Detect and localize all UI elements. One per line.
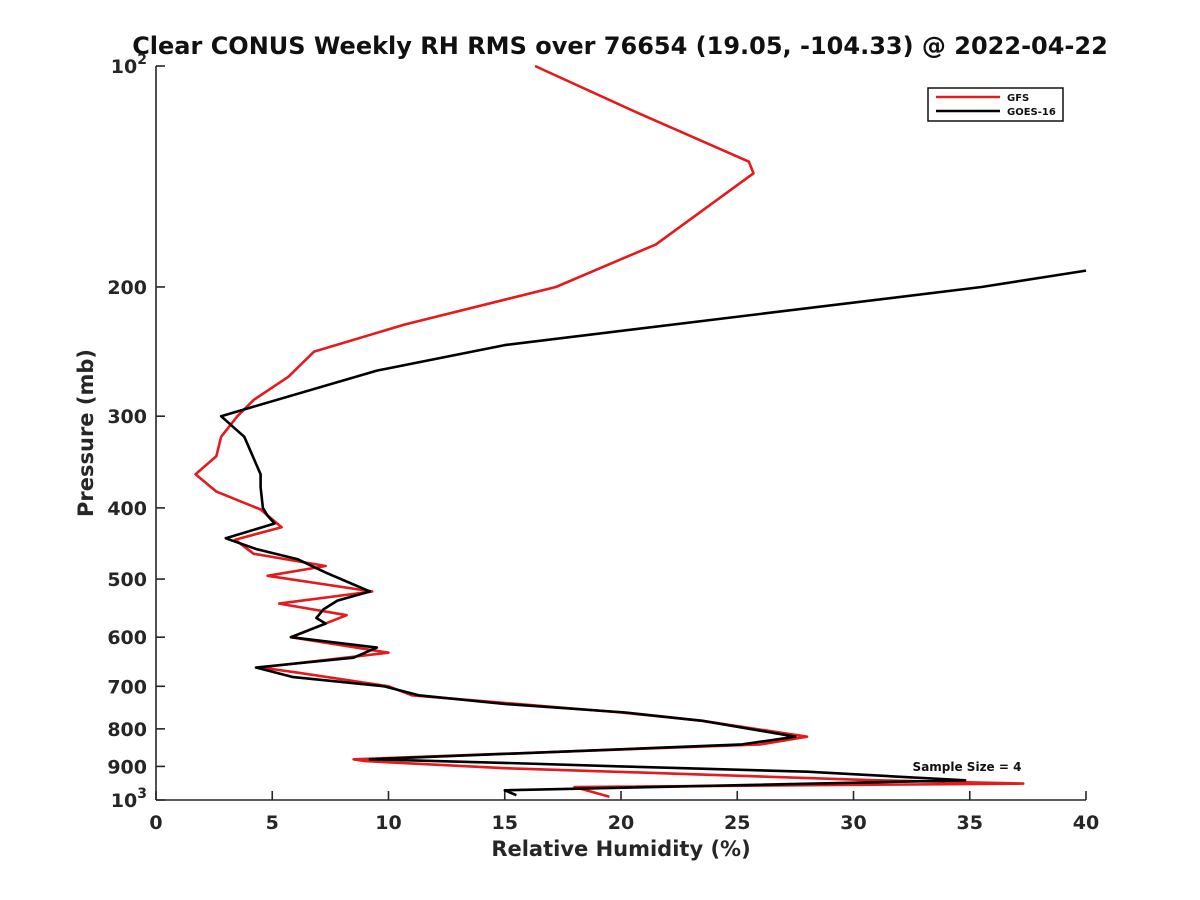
y-ticks: 102 200 300 400 500 600 700 800 900 103 — [107, 52, 165, 812]
y-tick-label: 800 — [107, 719, 147, 741]
x-tick-label: 25 — [724, 812, 750, 834]
x-tick-label: 0 — [149, 812, 162, 834]
x-tick-label: 20 — [608, 812, 634, 834]
y-tick-label: 300 — [107, 406, 147, 428]
x-tick-label: 10 — [375, 812, 401, 834]
x-ticks: 0 5 10 15 20 25 30 35 40 — [149, 791, 1099, 834]
y-tick-label: 700 — [107, 676, 147, 698]
y-tick-label: 200 — [107, 277, 147, 299]
y-axis-label: Pressure (mb) — [74, 349, 98, 517]
x-tick-label: 35 — [957, 812, 983, 834]
series-line-goes16 — [219, 269, 1087, 797]
series-layer — [194, 64, 1087, 799]
sample-size-annotation: Sample Size = 4 — [913, 760, 1022, 774]
y-tick-label: 600 — [107, 627, 147, 649]
legend-label-gfs: GFS — [1007, 93, 1029, 104]
series-line-gfs — [194, 64, 1025, 799]
y-tick-label: 400 — [107, 498, 147, 520]
legend-label-goes16: GOES-16 — [1007, 107, 1056, 118]
y-tick-label: 900 — [107, 756, 147, 778]
x-axis-label: Relative Humidity (%) — [491, 837, 750, 861]
x-tick-label: 5 — [266, 812, 279, 834]
y-tick-label: 102 — [111, 52, 147, 78]
x-tick-label: 30 — [840, 812, 866, 834]
y-tick-label: 103 — [111, 786, 147, 812]
x-tick-label: 40 — [1073, 812, 1099, 834]
chart-title: Clear CONUS Weekly RH RMS over 76654 (19… — [132, 32, 1108, 60]
y-tick-label: 500 — [107, 569, 147, 591]
x-tick-label: 15 — [492, 812, 518, 834]
legend: GFS GOES-16 — [927, 87, 1064, 122]
legend-box — [927, 87, 1064, 122]
